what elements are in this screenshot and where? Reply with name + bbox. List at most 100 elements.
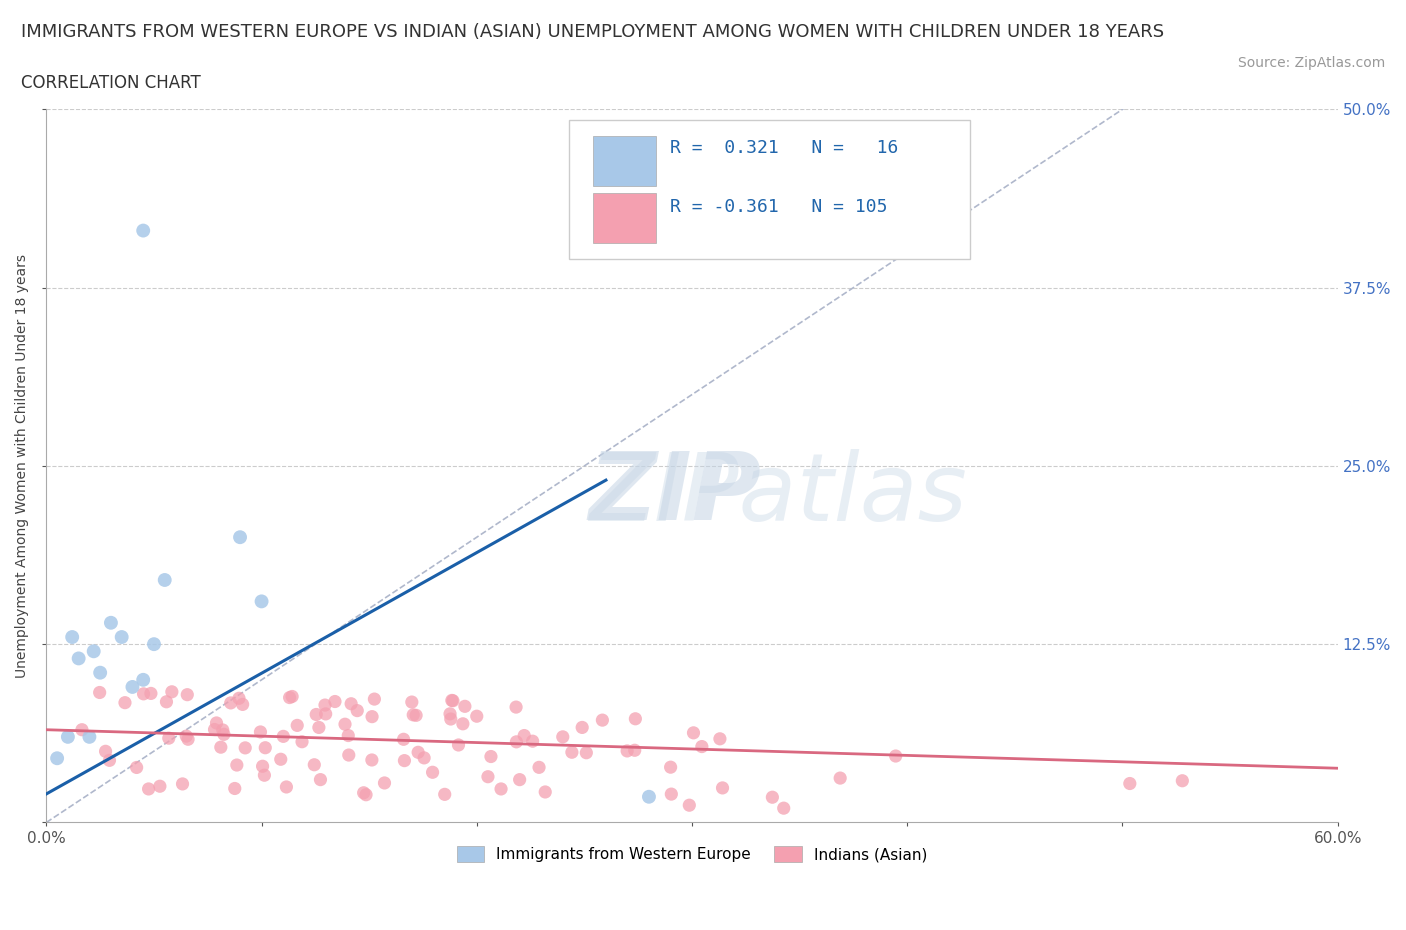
- Point: [315, 707, 337, 722]
- Point: [353, 785, 375, 800]
- Point: [678, 798, 700, 813]
- Point: [711, 780, 734, 795]
- Point: [56, 729, 79, 744]
- Point: [100, 616, 122, 631]
- Point: [323, 694, 346, 709]
- Point: [155, 695, 177, 710]
- Point: [309, 772, 332, 787]
- Point: [616, 743, 638, 758]
- Point: [527, 760, 550, 775]
- Text: ZIP: ZIP: [589, 448, 762, 540]
- FancyBboxPatch shape: [592, 193, 655, 243]
- Point: [249, 724, 271, 739]
- Point: [70, 723, 93, 737]
- Point: [132, 672, 155, 687]
- Point: [276, 779, 298, 794]
- Point: [177, 732, 200, 747]
- Point: [659, 760, 682, 775]
- Point: [373, 776, 395, 790]
- Point: [406, 745, 429, 760]
- Point: [440, 711, 463, 726]
- Point: [402, 708, 425, 723]
- Point: [623, 743, 645, 758]
- Point: [690, 739, 713, 754]
- Point: [111, 630, 134, 644]
- Point: [114, 696, 136, 711]
- Point: [143, 637, 166, 652]
- Point: [405, 708, 427, 723]
- Point: [422, 764, 444, 779]
- Point: [273, 729, 295, 744]
- Point: [138, 781, 160, 796]
- Point: [132, 686, 155, 701]
- Point: [153, 573, 176, 588]
- Point: [709, 731, 731, 746]
- Legend: Immigrants from Western Europe, Indians (Asian): Immigrants from Western Europe, Indians …: [451, 840, 934, 869]
- Point: [433, 787, 456, 802]
- Point: [204, 722, 226, 737]
- Point: [772, 801, 794, 816]
- Point: [451, 716, 474, 731]
- Point: [522, 734, 544, 749]
- Point: [1171, 774, 1194, 789]
- Point: [139, 686, 162, 701]
- Point: [252, 759, 274, 774]
- Point: [509, 772, 531, 787]
- Point: [250, 594, 273, 609]
- Point: [211, 723, 233, 737]
- Point: [225, 758, 247, 773]
- Point: [228, 691, 250, 706]
- Point: [281, 689, 304, 704]
- Point: [638, 790, 661, 804]
- FancyBboxPatch shape: [569, 120, 970, 259]
- Point: [304, 757, 326, 772]
- Point: [465, 709, 488, 724]
- Text: Source: ZipAtlas.com: Source: ZipAtlas.com: [1237, 56, 1385, 70]
- Point: [884, 749, 907, 764]
- Point: [561, 745, 583, 760]
- Point: [125, 760, 148, 775]
- Point: [291, 735, 314, 750]
- Point: [94, 744, 117, 759]
- Point: [254, 740, 277, 755]
- Point: [209, 739, 232, 754]
- Point: [253, 768, 276, 783]
- Point: [79, 729, 101, 744]
- Point: [575, 745, 598, 760]
- Text: R =  0.321   N =   16: R = 0.321 N = 16: [671, 140, 898, 157]
- Point: [314, 698, 336, 712]
- Point: [89, 665, 111, 680]
- Text: R = -0.361   N = 105: R = -0.361 N = 105: [671, 198, 887, 217]
- Point: [505, 699, 527, 714]
- Point: [591, 712, 613, 727]
- FancyBboxPatch shape: [592, 137, 655, 186]
- Point: [551, 729, 574, 744]
- Point: [219, 696, 242, 711]
- Point: [89, 685, 111, 700]
- Point: [278, 690, 301, 705]
- Point: [394, 753, 416, 768]
- Point: [46, 751, 69, 765]
- Point: [233, 740, 256, 755]
- Point: [440, 693, 463, 708]
- Point: [1119, 776, 1142, 790]
- Point: [441, 693, 464, 708]
- Point: [98, 753, 121, 768]
- Point: [160, 684, 183, 699]
- Point: [346, 703, 368, 718]
- Point: [172, 777, 194, 791]
- Point: [479, 749, 502, 764]
- Point: [60, 630, 83, 644]
- Point: [337, 748, 360, 763]
- Point: [212, 727, 235, 742]
- Point: [477, 769, 499, 784]
- Point: [454, 698, 477, 713]
- Point: [157, 731, 180, 746]
- Point: [67, 651, 90, 666]
- Point: [447, 737, 470, 752]
- Point: [401, 695, 423, 710]
- Y-axis label: Unemployment Among Women with Children Under 18 years: Unemployment Among Women with Children U…: [15, 254, 30, 678]
- Point: [340, 697, 363, 711]
- Point: [337, 728, 360, 743]
- Point: [489, 781, 512, 796]
